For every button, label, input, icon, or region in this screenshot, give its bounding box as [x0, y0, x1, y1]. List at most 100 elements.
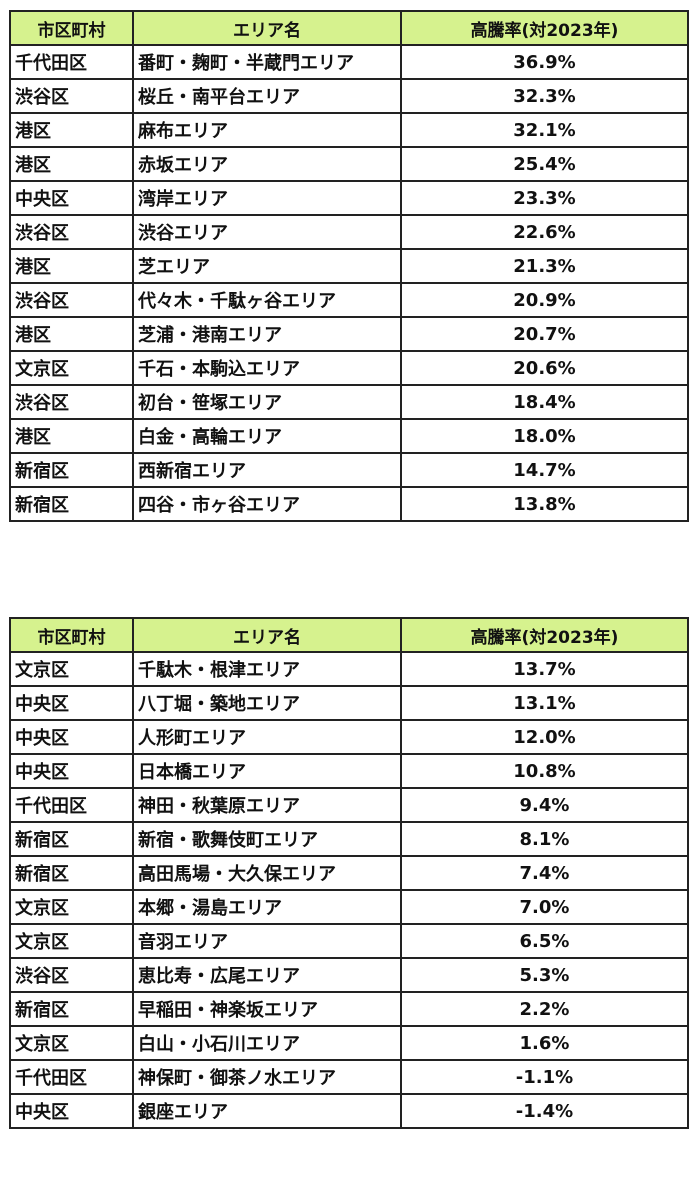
table-row: 新宿区 早稲田・神楽坂エリア 2.2%	[9, 991, 689, 1027]
cell-rate: 25.4%	[400, 146, 689, 182]
cell-area: 芝浦・港南エリア	[132, 316, 402, 352]
header-municipality: 市区町村	[9, 617, 134, 653]
table-row: 文京区 音羽エリア 6.5%	[9, 923, 689, 959]
table-row: 渋谷区 恵比寿・広尾エリア 5.3%	[9, 957, 689, 993]
cell-area: 高田馬場・大久保エリア	[132, 855, 402, 891]
table-row: 中央区 日本橋エリア 10.8%	[9, 753, 689, 789]
cell-rate: 20.7%	[400, 316, 689, 352]
cell-rate: 7.4%	[400, 855, 689, 891]
cell-municipality: 港区	[9, 112, 134, 148]
cell-area: 八丁堀・築地エリア	[132, 685, 402, 721]
cell-area: 白金・高輪エリア	[132, 418, 402, 454]
table-row: 千代田区 神田・秋葉原エリア 9.4%	[9, 787, 689, 823]
table-row: 中央区 人形町エリア 12.0%	[9, 719, 689, 755]
cell-rate: -1.1%	[400, 1059, 689, 1095]
cell-area: 番町・麹町・半蔵門エリア	[132, 44, 402, 80]
cell-municipality: 中央区	[9, 1093, 134, 1129]
cell-municipality: 港区	[9, 418, 134, 454]
table-row: 中央区 銀座エリア -1.4%	[9, 1093, 689, 1129]
table-row: 渋谷区 渋谷エリア 22.6%	[9, 214, 689, 250]
table-row: 新宿区 新宿・歌舞伎町エリア 8.1%	[9, 821, 689, 857]
cell-rate: 32.3%	[400, 78, 689, 114]
cell-municipality: 渋谷区	[9, 282, 134, 318]
price-increase-table-2: 市区町村 エリア名 高騰率(対2023年) 文京区 千駄木・根津エリア 13.7% 中…	[9, 617, 689, 1129]
header-municipality: 市区町村	[9, 10, 134, 46]
cell-municipality: 文京区	[9, 1025, 134, 1061]
cell-municipality: 新宿区	[9, 486, 134, 522]
cell-municipality: 中央区	[9, 753, 134, 789]
cell-rate: 21.3%	[400, 248, 689, 284]
cell-municipality: 中央区	[9, 685, 134, 721]
table-row: 新宿区 四谷・市ヶ谷エリア 13.8%	[9, 486, 689, 522]
cell-area: 本郷・湯島エリア	[132, 889, 402, 925]
table-row: 新宿区 高田馬場・大久保エリア 7.4%	[9, 855, 689, 891]
cell-municipality: 千代田区	[9, 44, 134, 80]
header-area: エリア名	[132, 10, 402, 46]
cell-rate: 18.4%	[400, 384, 689, 420]
header-rate: 高騰率(対2023年)	[400, 10, 689, 46]
cell-area: 早稲田・神楽坂エリア	[132, 991, 402, 1027]
cell-rate: 13.8%	[400, 486, 689, 522]
cell-rate: 20.6%	[400, 350, 689, 386]
table-row: 港区 芝浦・港南エリア 20.7%	[9, 316, 689, 352]
cell-area: 麻布エリア	[132, 112, 402, 148]
cell-area: 四谷・市ヶ谷エリア	[132, 486, 402, 522]
cell-municipality: 文京区	[9, 923, 134, 959]
cell-area: 白山・小石川エリア	[132, 1025, 402, 1061]
cell-municipality: 中央区	[9, 180, 134, 216]
cell-municipality: 文京区	[9, 651, 134, 687]
cell-rate: 32.1%	[400, 112, 689, 148]
table-row: 中央区 八丁堀・築地エリア 13.1%	[9, 685, 689, 721]
table-row: 新宿区 西新宿エリア 14.7%	[9, 452, 689, 488]
header-area: エリア名	[132, 617, 402, 653]
cell-rate: 18.0%	[400, 418, 689, 454]
cell-area: 渋谷エリア	[132, 214, 402, 250]
cell-area: 恵比寿・広尾エリア	[132, 957, 402, 993]
cell-rate: 13.7%	[400, 651, 689, 687]
table-row: 渋谷区 桜丘・南平台エリア 32.3%	[9, 78, 689, 114]
cell-area: 代々木・千駄ヶ谷エリア	[132, 282, 402, 318]
cell-municipality: 港区	[9, 316, 134, 352]
table-row: 渋谷区 代々木・千駄ヶ谷エリア 20.9%	[9, 282, 689, 318]
cell-municipality: 新宿区	[9, 991, 134, 1027]
cell-area: 人形町エリア	[132, 719, 402, 755]
cell-area: 湾岸エリア	[132, 180, 402, 216]
cell-area: 芝エリア	[132, 248, 402, 284]
cell-municipality: 新宿区	[9, 452, 134, 488]
table-row: 文京区 白山・小石川エリア 1.6%	[9, 1025, 689, 1061]
cell-municipality: 港区	[9, 248, 134, 284]
table-row: 文京区 千石・本駒込エリア 20.6%	[9, 350, 689, 386]
table-row: 文京区 本郷・湯島エリア 7.0%	[9, 889, 689, 925]
header-rate: 高騰率(対2023年)	[400, 617, 689, 653]
cell-municipality: 渋谷区	[9, 214, 134, 250]
cell-area: 千石・本駒込エリア	[132, 350, 402, 386]
cell-rate: 1.6%	[400, 1025, 689, 1061]
table-row: 千代田区 番町・麹町・半蔵門エリア 36.9%	[9, 44, 689, 80]
cell-rate: 20.9%	[400, 282, 689, 318]
table-row: 港区 芝エリア 21.3%	[9, 248, 689, 284]
cell-area: 千駄木・根津エリア	[132, 651, 402, 687]
cell-rate: 13.1%	[400, 685, 689, 721]
table-row: 港区 麻布エリア 32.1%	[9, 112, 689, 148]
cell-rate: 23.3%	[400, 180, 689, 216]
cell-municipality: 渋谷区	[9, 957, 134, 993]
table-row: 千代田区 神保町・御茶ノ水エリア -1.1%	[9, 1059, 689, 1095]
cell-area: 赤坂エリア	[132, 146, 402, 182]
cell-municipality: 港区	[9, 146, 134, 182]
cell-rate: 22.6%	[400, 214, 689, 250]
cell-municipality: 新宿区	[9, 855, 134, 891]
cell-rate: -1.4%	[400, 1093, 689, 1129]
cell-area: 日本橋エリア	[132, 753, 402, 789]
table-row: 港区 白金・高輪エリア 18.0%	[9, 418, 689, 454]
cell-rate: 5.3%	[400, 957, 689, 993]
cell-rate: 6.5%	[400, 923, 689, 959]
table-row: 中央区 湾岸エリア 23.3%	[9, 180, 689, 216]
table-header-row: 市区町村 エリア名 高騰率(対2023年)	[9, 617, 689, 653]
cell-area: 音羽エリア	[132, 923, 402, 959]
cell-area: 銀座エリア	[132, 1093, 402, 1129]
table-row: 港区 赤坂エリア 25.4%	[9, 146, 689, 182]
cell-municipality: 中央区	[9, 719, 134, 755]
cell-municipality: 文京区	[9, 350, 134, 386]
cell-rate: 36.9%	[400, 44, 689, 80]
price-increase-table-1: 市区町村 エリア名 高騰率(対2023年) 千代田区 番町・麹町・半蔵門エリア 36…	[9, 10, 689, 522]
